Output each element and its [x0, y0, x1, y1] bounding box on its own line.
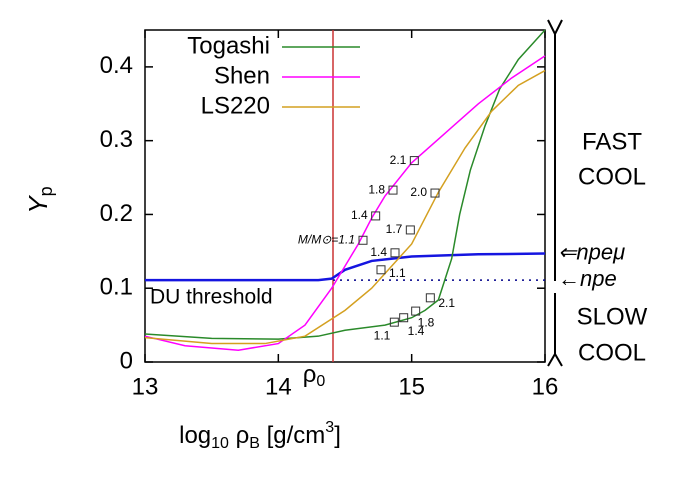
x-label-part: ]	[334, 422, 341, 449]
x-label-part: log	[179, 422, 211, 449]
mass-label: 2.1	[438, 296, 455, 310]
slow-label: COOL	[578, 339, 646, 366]
x-label-sub: B	[249, 435, 260, 452]
mass-label: 2.1	[390, 153, 407, 167]
mass-marker	[399, 313, 409, 323]
mass-label: M/M⊙=1.1	[298, 232, 355, 246]
mass-label: 1.1	[389, 266, 406, 280]
mass-label: 1.4	[408, 324, 425, 338]
y-tick-label: 0.2	[100, 200, 133, 227]
mass-label: 1.1	[374, 328, 391, 342]
x-tick-label: 13	[132, 373, 159, 400]
mass-marker	[371, 211, 381, 221]
mass-label: 1.4	[370, 245, 387, 259]
mass-marker	[388, 185, 398, 195]
mass-marker	[411, 306, 421, 316]
mass-marker	[389, 317, 399, 327]
x-tick-label: 15	[398, 373, 425, 400]
mass-label: 2.0	[410, 185, 427, 199]
fast-label: FAST	[582, 128, 642, 155]
fast-label: COOL	[578, 163, 646, 190]
mass-marker	[425, 293, 435, 303]
x-label-sub: 10	[211, 435, 229, 452]
legend-label: LS220	[201, 92, 270, 119]
y-axis-label: Yp	[23, 186, 56, 213]
mass-label: 1.8	[368, 182, 385, 196]
series-line	[145, 252, 546, 282]
rho0-label: ρ0	[303, 361, 326, 390]
threshold-label: DU threshold	[150, 286, 273, 309]
slow-label: SLOW	[577, 303, 648, 330]
plot-frame	[144, 29, 546, 363]
rho0-sub: 0	[316, 373, 325, 390]
mass-marker	[390, 248, 400, 258]
mass-marker	[430, 188, 440, 198]
x-tick-label: 14	[265, 373, 292, 400]
cooling-arrow-label: ⇐npeμ	[558, 239, 625, 264]
mass-label: 1.8	[418, 315, 435, 329]
x-label-part: ρ	[229, 422, 249, 449]
y-tick-label: 0	[120, 347, 133, 374]
mass-marker	[376, 265, 386, 275]
mass-label: 1.4	[351, 208, 368, 222]
y-tick-label: 0.4	[100, 52, 133, 79]
y-label-part: Y	[23, 195, 53, 214]
y-tick-label: 0.1	[100, 274, 133, 301]
cooling-arrow-label: ←npe	[558, 266, 617, 291]
cooling-bracket	[547, 19, 563, 367]
legend-label: Shen	[214, 62, 270, 89]
mass-marker	[409, 156, 419, 166]
x-label-part: [g/cm	[260, 422, 325, 449]
rho0-part: ρ	[303, 361, 317, 388]
legend-label: Togashi	[187, 32, 270, 59]
x-label-sup: 3	[325, 419, 334, 436]
y-tick-label: 0.3	[100, 126, 133, 153]
x-axis-label: log10 ρB [g/cm3]	[179, 419, 341, 452]
mass-marker	[405, 225, 415, 235]
series-line	[144, 55, 546, 351]
x-tick-label: 16	[532, 373, 559, 400]
mass-marker	[358, 235, 368, 245]
mass-label: 1.7	[386, 222, 403, 236]
y-label-sub: p	[36, 186, 56, 196]
